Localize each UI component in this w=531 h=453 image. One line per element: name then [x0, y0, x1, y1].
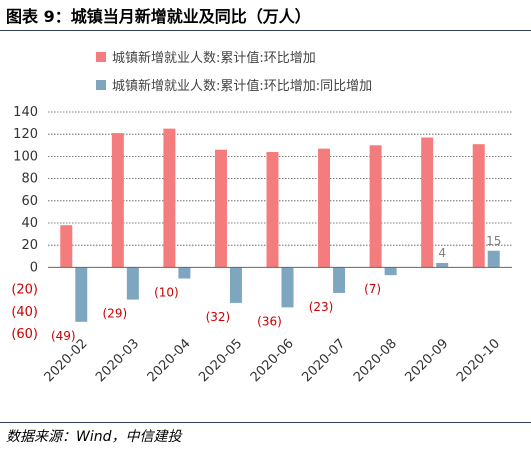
x-tick-label: 2020-03	[93, 336, 142, 385]
x-tick-label: 2020-05	[196, 336, 245, 385]
bar-yoy	[281, 267, 294, 308]
x-tick-label: 2020-02	[42, 336, 91, 385]
bar-yoy	[229, 267, 242, 303]
y-tick-label: 20	[21, 238, 38, 253]
bar-mom	[60, 225, 73, 268]
legend-label: 城镇新增就业人数:累计值:环比增加:同比增加	[112, 78, 372, 94]
y-tick-label: (60)	[11, 327, 38, 342]
x-tick-label: 2020-08	[351, 336, 400, 385]
bar-yoy	[384, 267, 397, 276]
title-bar: 图表 9：城镇当月新增就业及同比（万人）	[0, 0, 531, 30]
bar-yoy	[75, 267, 88, 322]
bar-yoy	[333, 267, 346, 293]
y-tick-label: 140	[13, 105, 38, 120]
data-label: (23)	[309, 300, 334, 314]
source-note: 数据来源：Wind，中信建投	[6, 429, 182, 445]
bar-mom	[369, 145, 382, 268]
bar-mom	[266, 151, 279, 268]
title-rule	[0, 30, 531, 31]
bar-mom	[472, 144, 485, 268]
data-label: (36)	[257, 314, 282, 328]
x-tick-label: 2020-07	[299, 336, 348, 385]
y-tick-label: 60	[21, 194, 38, 209]
data-label: 15	[486, 234, 501, 248]
bar-mom	[421, 137, 434, 268]
data-label: (32)	[206, 310, 231, 324]
x-tick-label: 2020-09	[402, 336, 451, 385]
x-tick-label: 2020-10	[454, 336, 503, 385]
data-label: (10)	[154, 286, 179, 300]
y-tick-label: (40)	[11, 305, 38, 320]
chart-title: 图表 9：城镇当月新增就业及同比（万人）	[6, 7, 311, 26]
data-label: 4	[438, 246, 446, 260]
bar-yoy	[487, 250, 500, 268]
y-tick-label: (20)	[11, 283, 38, 298]
data-label: (29)	[103, 307, 128, 321]
bar-mom	[111, 133, 124, 268]
data-label: (7)	[364, 282, 381, 296]
legend-swatch	[96, 52, 106, 62]
y-tick-label: 40	[21, 216, 38, 231]
legend-label: 城镇新增就业人数:累计值:环比增加	[112, 50, 316, 66]
bar-mom	[214, 149, 227, 268]
x-tick-label: 2020-06	[248, 336, 297, 385]
bar-yoy	[178, 267, 191, 279]
legend-swatch	[96, 80, 106, 90]
x-tick-label: 2020-04	[145, 336, 194, 385]
y-tick-label: 120	[13, 127, 38, 142]
bar-mom	[318, 148, 331, 268]
y-tick-label: 0	[30, 260, 38, 275]
data-label: (49)	[51, 329, 76, 343]
bar-yoy	[436, 262, 449, 268]
footer-rule	[0, 422, 531, 423]
y-tick-label: 80	[21, 172, 38, 187]
bar-yoy	[126, 267, 139, 300]
y-tick-label: 100	[13, 149, 38, 164]
bar-mom	[163, 128, 176, 268]
